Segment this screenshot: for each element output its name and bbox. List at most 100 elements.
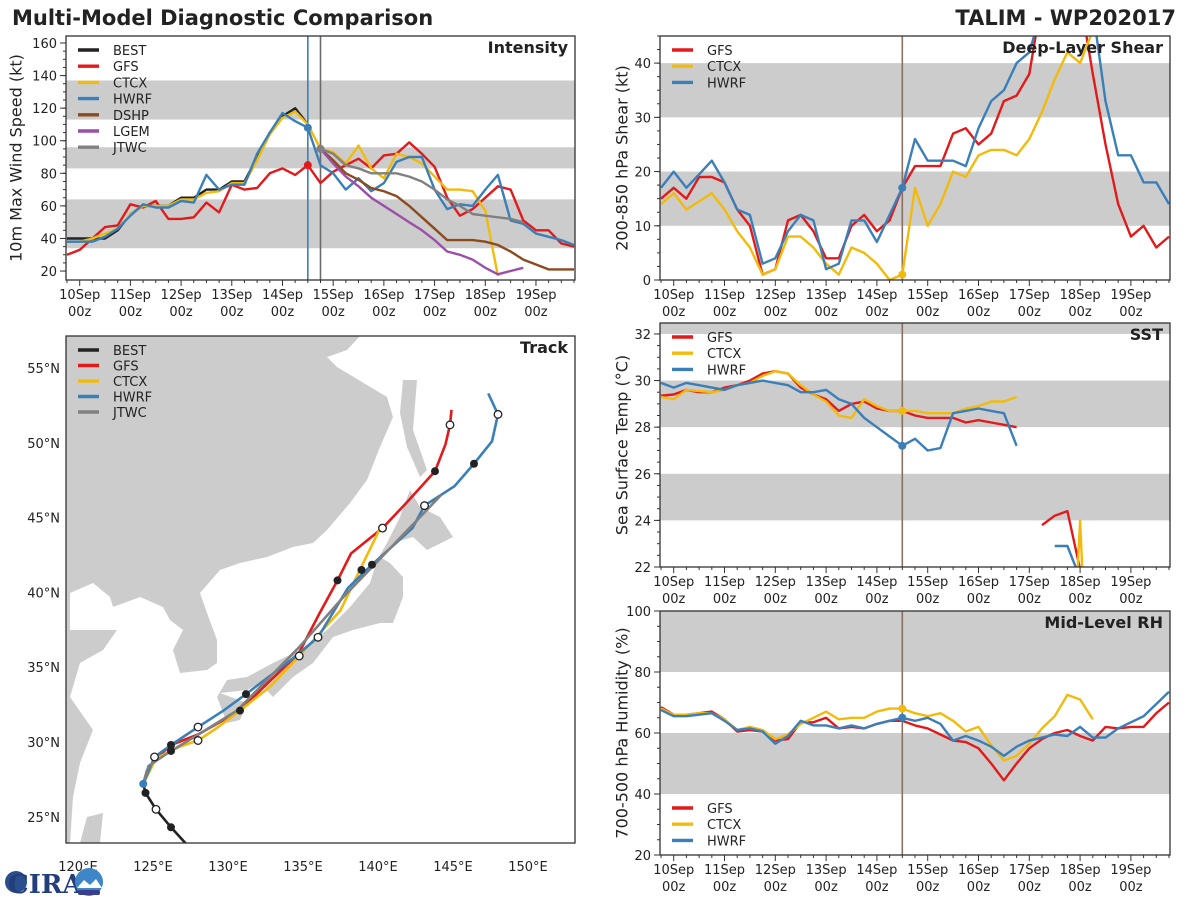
x-tick-label-hour: 00z xyxy=(713,592,737,607)
panel-title: Track xyxy=(520,338,568,357)
x-tick-label-date: 13Sep xyxy=(211,288,252,303)
x-tick-label-date: 14Sep xyxy=(856,288,897,303)
y-tick-label: 20 xyxy=(40,265,57,280)
x-tick-label-date: 13Sep xyxy=(806,288,847,303)
x-tick-label-date: 12Sep xyxy=(755,575,796,590)
x-tick-label-hour: 00z xyxy=(916,305,940,320)
track-point-open xyxy=(313,632,323,642)
x-tick-label-hour: 00z xyxy=(169,305,193,320)
legend-label-hwrf: HWRF xyxy=(707,76,746,91)
y-tick-label: 10 xyxy=(634,220,651,235)
y-tick-label: 26 xyxy=(634,468,651,483)
track-point-open xyxy=(151,804,161,814)
series-marker-ctcx xyxy=(898,704,907,713)
chart-layer: 10Sep 00z 11Sep 00z 12Sep 00z 13Sep 00z 14Sep 00z… xyxy=(7,35,1171,895)
series-marker-hwrf xyxy=(303,123,312,132)
series-line-jtwc xyxy=(320,147,524,224)
track-point-filled xyxy=(431,467,439,476)
y-axis-label: 200-850 hPa Shear (kt) xyxy=(613,65,632,251)
y-tick-label: 80 xyxy=(634,666,651,681)
x-tick-label-date: 10Sep xyxy=(653,863,694,878)
series-marker-hwrf xyxy=(898,713,907,722)
panel-title: SST xyxy=(1130,325,1163,344)
figure-title: Multi-Model Diagnostic Comparison xyxy=(12,6,433,30)
x-tick-label-hour: 00z xyxy=(814,592,838,607)
lon-tick-label: 135°E xyxy=(283,860,323,875)
panel-sst: 10Sep 00z 11Sep 00z 12Sep 00z 13Sep 00z 14Sep 00z… xyxy=(613,322,1171,607)
x-tick-label-hour: 00z xyxy=(1018,592,1042,607)
series-line-dshp xyxy=(319,148,574,271)
x-tick-label-date: 10Sep xyxy=(653,575,694,590)
x-tick-label-hour: 00z xyxy=(713,305,737,320)
y-tick-label: 140 xyxy=(32,70,57,85)
x-tick-label-date: 15Sep xyxy=(313,288,354,303)
track-point-open xyxy=(294,651,304,661)
shaded-band xyxy=(660,323,1170,334)
y-tick-label: 100 xyxy=(32,135,57,150)
plot-area xyxy=(66,36,575,280)
track-point-filled xyxy=(236,706,244,715)
x-tick-label-hour: 00z xyxy=(423,305,447,320)
globe-icon xyxy=(5,871,27,893)
x-tick-label-date: 18Sep xyxy=(1060,288,1101,303)
x-tick-label-date: 19Sep xyxy=(1110,863,1151,878)
shaded-band xyxy=(660,733,1170,794)
series-line-hwrf xyxy=(660,36,1170,271)
plot-area xyxy=(660,36,1170,280)
shaded-band xyxy=(660,171,1170,226)
x-tick-label-hour: 00z xyxy=(662,880,686,895)
lat-tick-label: 55°N xyxy=(27,362,60,377)
legend-label-gfs: GFS xyxy=(113,360,139,375)
shaded-band xyxy=(660,380,1170,428)
y-axis-label: 700-500 hPa Humidity (%) xyxy=(613,627,632,838)
track-point-open xyxy=(193,722,203,732)
y-tick-label: 28 xyxy=(634,421,651,436)
x-tick-label-hour: 00z xyxy=(1068,592,1092,607)
track-point-open xyxy=(420,501,429,511)
x-tick-label-date: 17Sep xyxy=(1009,288,1050,303)
track-current-position xyxy=(139,779,148,788)
y-axis-label: 10m Max Wind Speed (kt) xyxy=(7,54,26,262)
land-sakhalin xyxy=(400,380,427,477)
legend-label-hwrf: HWRF xyxy=(707,834,746,849)
x-tick-label-hour: 00z xyxy=(713,880,737,895)
shaded-band xyxy=(660,611,1170,672)
y-tick-label: 80 xyxy=(40,167,57,182)
series-marker-ctcx xyxy=(898,406,907,415)
legend-label-hwrf: HWRF xyxy=(113,391,152,406)
y-tick-label: 32 xyxy=(634,328,651,343)
legend-label-best: BEST xyxy=(113,44,146,59)
series-line-hwrf xyxy=(660,379,1018,452)
x-tick-label-hour: 00z xyxy=(321,305,345,320)
legend-label-gfs: GFS xyxy=(707,802,733,817)
x-tick-label-date: 18Sep xyxy=(1060,575,1101,590)
series-line-ctcx xyxy=(1076,519,1084,567)
x-tick-label-hour: 00z xyxy=(967,305,991,320)
legend-label-ctcx: CTCX xyxy=(707,347,741,362)
plot-area xyxy=(660,611,1170,855)
y-tick-label: 160 xyxy=(32,37,57,52)
y-tick-label: 60 xyxy=(40,200,57,215)
track-point-filled xyxy=(167,746,175,755)
cira-logo: CIRA xyxy=(5,868,103,900)
x-tick-label-hour: 00z xyxy=(916,592,940,607)
panel-title: Mid-Level RH xyxy=(1044,613,1163,632)
x-tick-label-date: 14Sep xyxy=(856,575,897,590)
x-tick-label-hour: 00z xyxy=(1068,880,1092,895)
x-tick-label-date: 13Sep xyxy=(806,575,847,590)
legend-label-jtwc: JTWC xyxy=(112,406,147,421)
x-tick-label-date: 18Sep xyxy=(465,288,506,303)
y-tick-label: 30 xyxy=(634,375,651,390)
plot-area xyxy=(66,336,503,843)
x-tick-label-hour: 00z xyxy=(662,592,686,607)
series-line-ctcx xyxy=(660,36,1092,280)
x-tick-label-date: 19Sep xyxy=(1110,575,1151,590)
track-line-hwrf xyxy=(142,392,500,785)
map-frame xyxy=(65,335,576,844)
track-point-open xyxy=(193,736,203,745)
series-marker-hwrf xyxy=(898,441,907,450)
legend-label-best: BEST xyxy=(113,344,146,359)
x-tick-label-date: 16Sep xyxy=(958,863,999,878)
lat-tick-label: 50°N xyxy=(27,437,60,452)
